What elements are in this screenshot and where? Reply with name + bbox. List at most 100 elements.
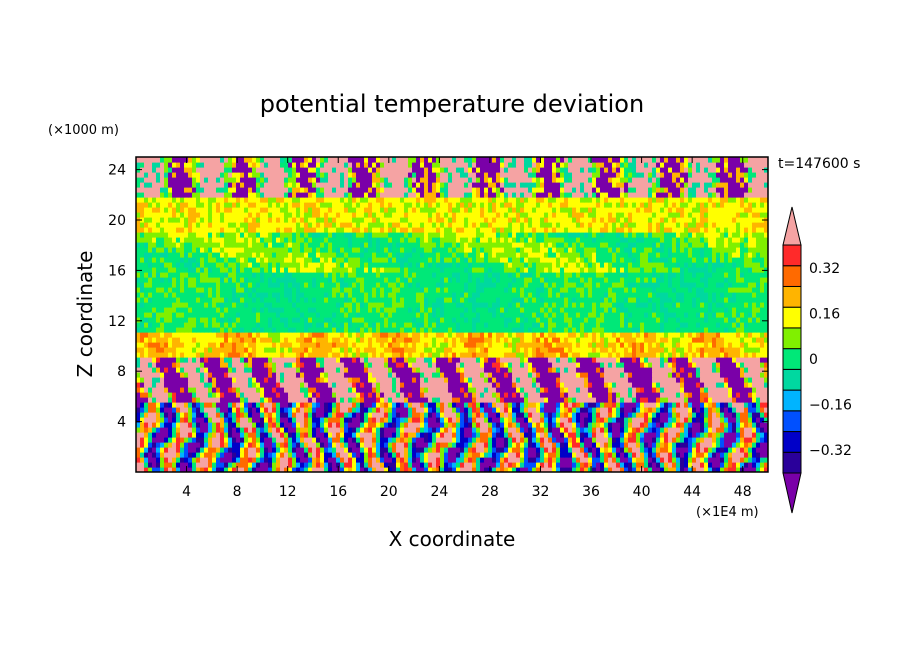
heatmap-cell xyxy=(424,312,429,318)
heatmap-cell xyxy=(164,322,169,328)
heatmap-cell xyxy=(516,412,521,418)
heatmap-cell xyxy=(180,397,185,403)
heatmap-cell xyxy=(164,372,169,378)
heatmap-cell xyxy=(476,392,481,398)
heatmap-cell xyxy=(156,337,161,343)
heatmap-cell xyxy=(152,422,157,428)
heatmap-cell xyxy=(344,437,349,443)
heatmap-cell xyxy=(596,447,601,453)
heatmap-cell xyxy=(276,397,281,403)
heatmap-cell xyxy=(512,347,517,353)
heatmap-cell xyxy=(416,377,421,383)
heatmap-cell xyxy=(328,422,333,428)
heatmap-cell xyxy=(232,457,237,463)
heatmap-cell xyxy=(248,397,253,403)
heatmap-cell xyxy=(712,427,717,433)
heatmap-cell xyxy=(704,362,709,368)
heatmap-cell xyxy=(588,447,593,453)
heatmap-cell xyxy=(432,367,437,373)
heatmap-cell xyxy=(276,322,281,328)
heatmap-cell xyxy=(552,427,557,433)
heatmap-cell xyxy=(152,352,157,358)
heatmap-cell xyxy=(324,342,329,348)
heatmap-cell xyxy=(720,432,725,438)
heatmap-cell xyxy=(300,452,305,458)
heatmap-cell xyxy=(320,377,325,383)
heatmap-cell xyxy=(232,462,237,468)
heatmap-cell xyxy=(668,342,673,348)
heatmap-cell xyxy=(744,387,749,393)
heatmap-cell xyxy=(452,367,457,373)
heatmap-cell xyxy=(156,332,161,338)
heatmap-cell xyxy=(724,367,729,373)
heatmap-cell xyxy=(712,327,717,333)
heatmap-cell xyxy=(228,407,233,413)
heatmap-cell xyxy=(628,332,633,338)
heatmap-cell xyxy=(292,317,297,323)
heatmap-cell xyxy=(616,422,621,428)
heatmap-cell xyxy=(172,452,177,458)
heatmap-cell xyxy=(548,467,553,472)
heatmap-cell xyxy=(280,447,285,453)
heatmap-cell xyxy=(308,462,313,468)
heatmap-cell xyxy=(268,442,273,448)
heatmap-cell xyxy=(236,387,241,393)
heatmap-cell xyxy=(216,362,221,368)
heatmap-cell xyxy=(624,407,629,413)
heatmap-cell xyxy=(268,362,273,368)
heatmap-cell xyxy=(748,367,753,373)
heatmap-cell xyxy=(180,322,185,328)
heatmap-cell xyxy=(612,382,617,388)
heatmap-cell xyxy=(744,377,749,383)
heatmap-cell xyxy=(388,357,393,363)
heatmap-cell xyxy=(704,342,709,348)
heatmap-cell xyxy=(696,377,701,383)
heatmap-cell xyxy=(284,417,289,423)
heatmap-cell xyxy=(208,347,213,353)
heatmap-cell xyxy=(636,422,641,428)
heatmap-cell xyxy=(296,382,301,388)
heatmap-cell xyxy=(428,367,433,373)
heatmap-cell xyxy=(364,322,369,328)
heatmap-cell xyxy=(764,397,768,403)
heatmap-cell xyxy=(696,387,701,393)
heatmap-cell xyxy=(348,312,353,318)
heatmap-cell xyxy=(372,387,377,393)
heatmap-cell xyxy=(176,467,181,472)
heatmap-cell xyxy=(608,342,613,348)
heatmap-cell xyxy=(692,367,697,373)
heatmap-cell xyxy=(244,437,249,443)
heatmap-cell xyxy=(608,392,613,398)
heatmap-cell xyxy=(760,462,765,468)
heatmap-cell xyxy=(672,357,677,363)
heatmap-cell xyxy=(252,397,257,403)
heatmap-cell xyxy=(296,412,301,418)
heatmap-cell xyxy=(412,442,417,448)
heatmap-cell xyxy=(200,432,205,438)
heatmap-cell xyxy=(148,427,153,433)
heatmap-cell xyxy=(736,342,741,348)
heatmap-cell xyxy=(204,422,209,428)
heatmap-cell xyxy=(384,317,389,323)
heatmap-cell xyxy=(332,337,337,343)
heatmap-cell xyxy=(720,347,725,353)
heatmap-cell xyxy=(176,377,181,383)
heatmap-cell xyxy=(204,317,209,323)
heatmap-cell xyxy=(620,387,625,393)
heatmap-cell xyxy=(504,432,509,438)
heatmap-cell xyxy=(696,412,701,418)
heatmap-cell xyxy=(208,312,213,318)
heatmap-cell xyxy=(196,337,201,343)
heatmap-cell xyxy=(564,467,569,472)
heatmap-cell xyxy=(444,362,449,368)
heatmap-cell xyxy=(200,357,205,363)
heatmap-cell xyxy=(604,417,609,423)
heatmap-cell xyxy=(712,462,717,468)
heatmap-cell xyxy=(484,417,489,423)
heatmap-cell xyxy=(404,377,409,383)
heatmap-cell xyxy=(408,452,413,458)
heatmap-cell xyxy=(184,337,189,343)
heatmap-cell xyxy=(196,417,201,423)
heatmap-cell xyxy=(204,352,209,358)
heatmap-cell xyxy=(260,327,265,333)
